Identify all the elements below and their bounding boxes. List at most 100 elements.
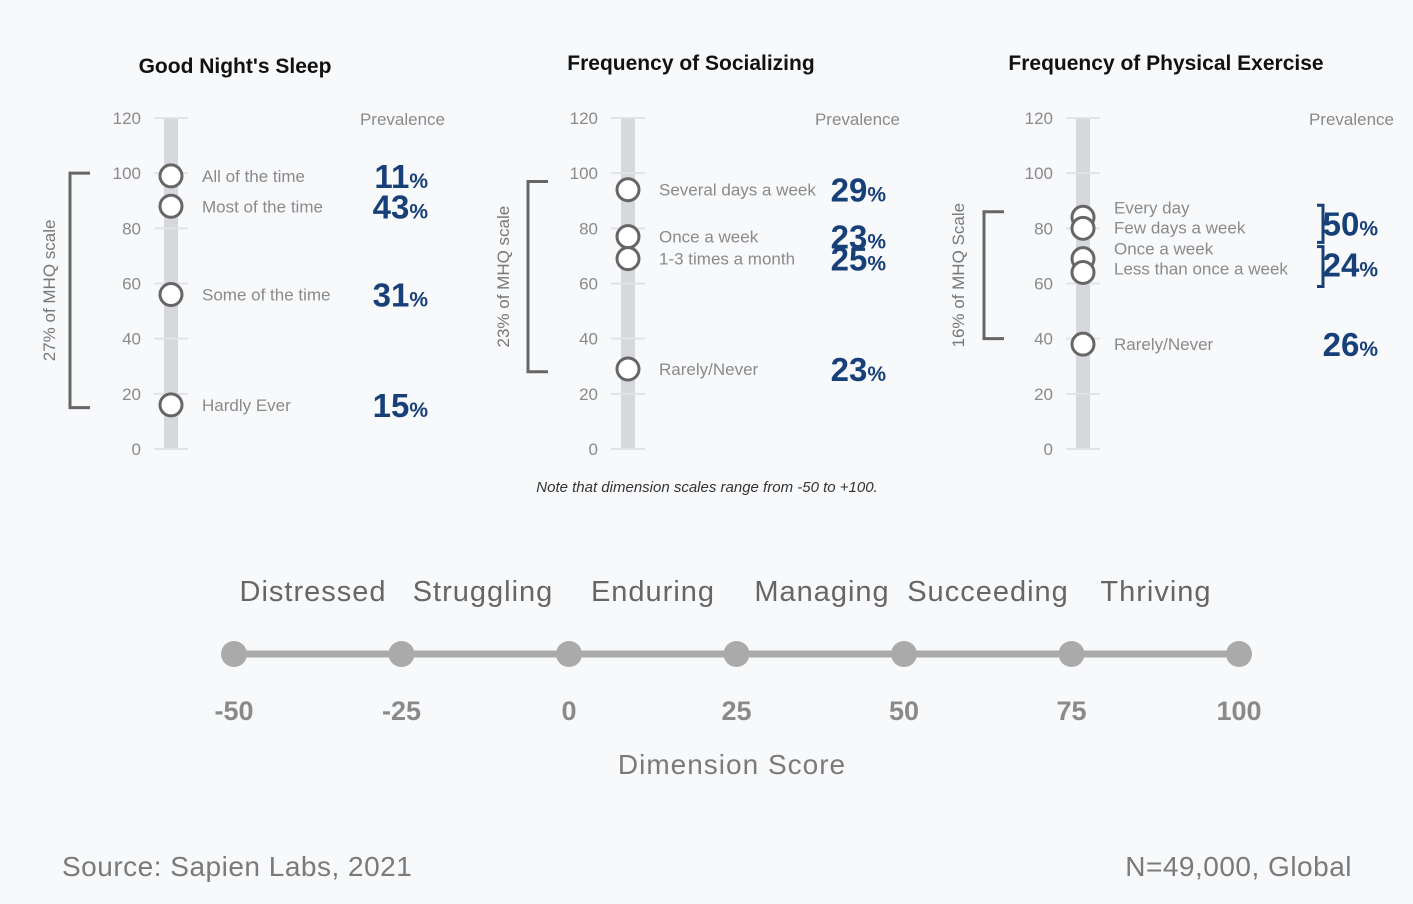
category-label: Succeeding bbox=[907, 576, 1069, 608]
data-point bbox=[158, 193, 184, 219]
option-label: Every day bbox=[1114, 198, 1190, 217]
tick-label: 60 bbox=[1034, 275, 1053, 294]
prevalence-value: 11% bbox=[374, 158, 428, 195]
data-point bbox=[615, 356, 641, 382]
data-point bbox=[615, 224, 641, 250]
scale-note: Note that dimension scales range from -5… bbox=[536, 479, 877, 496]
panel-title: Frequency of Physical Exercise bbox=[1008, 52, 1323, 75]
tick-label: 20 bbox=[122, 385, 141, 404]
prevalence-header: Prevalence bbox=[815, 110, 900, 129]
tick-label: 80 bbox=[122, 219, 141, 238]
mhq-bracket-label: 27% of MHQ scale bbox=[40, 220, 59, 362]
source-text: Source: Sapien Labs, 2021 bbox=[62, 851, 412, 882]
mhq-bracket bbox=[68, 171, 90, 410]
data-point bbox=[1070, 259, 1096, 285]
tick-label: 120 bbox=[570, 109, 598, 128]
mhq-bracket-label: 23% of MHQ scale bbox=[494, 206, 513, 348]
option-label: Several days a week bbox=[659, 181, 816, 200]
tick-label: 0 bbox=[589, 440, 598, 459]
category-label: Thriving bbox=[1100, 576, 1211, 608]
tick-label: 60 bbox=[122, 275, 141, 294]
tick-label: 40 bbox=[122, 330, 141, 349]
tick-label: 80 bbox=[1034, 219, 1053, 238]
scale-dot bbox=[556, 641, 582, 667]
category-label: Distressed bbox=[240, 576, 387, 608]
scale-dot bbox=[1226, 641, 1252, 667]
prevalence-value: 26% bbox=[1323, 326, 1379, 363]
chart-panels: Good Night's Sleep Prevalence 0 20 40 60 80 100… bbox=[40, 52, 1394, 459]
option-label: Hardly Ever bbox=[202, 396, 291, 415]
option-label: All of the time bbox=[202, 167, 305, 186]
score-label: -50 bbox=[214, 696, 253, 726]
data-point bbox=[158, 163, 184, 189]
data-point bbox=[615, 246, 641, 272]
tick-label: 120 bbox=[1025, 109, 1053, 128]
tick-label: 100 bbox=[570, 164, 598, 183]
score-label: 0 bbox=[561, 696, 576, 726]
score-label: 50 bbox=[889, 696, 919, 726]
tick-label: 120 bbox=[113, 109, 141, 128]
option-label: Few days a week bbox=[1114, 218, 1246, 237]
tick-label: 100 bbox=[1025, 164, 1053, 183]
data-point bbox=[1070, 331, 1096, 357]
tick-label: 0 bbox=[132, 440, 141, 459]
category-label: Struggling bbox=[413, 576, 554, 608]
panel-title: Frequency of Socializing bbox=[567, 52, 814, 75]
option-label: Some of the time bbox=[202, 286, 331, 305]
tick-label: 100 bbox=[113, 164, 141, 183]
prevalence-value: 23% bbox=[831, 351, 887, 388]
data-point bbox=[615, 177, 641, 203]
tick-label: 40 bbox=[1034, 330, 1053, 349]
option-label: Rarely/Never bbox=[659, 360, 759, 379]
data-point bbox=[1070, 215, 1096, 241]
score-label: 100 bbox=[1216, 696, 1261, 726]
tick-label: 40 bbox=[579, 330, 598, 349]
prevalence-header: Prevalence bbox=[360, 110, 445, 129]
prevalence-value: 15% bbox=[373, 387, 429, 424]
option-label: Rarely/Never bbox=[1114, 335, 1214, 354]
tick-label: 20 bbox=[579, 385, 598, 404]
prevalence-value: 50% bbox=[1323, 205, 1379, 242]
scale-dot bbox=[221, 641, 247, 667]
sample-size-text: N=49,000, Global bbox=[1125, 851, 1352, 882]
panel-1: Good Night's Sleep Prevalence 0 20 40 60 80 100… bbox=[40, 55, 445, 459]
option-label: Most of the time bbox=[202, 197, 323, 216]
panel-3: Frequency of Physical Exercise Prevalence… bbox=[949, 52, 1394, 459]
mhq-bracket bbox=[982, 210, 1004, 341]
scale-dot bbox=[1058, 641, 1085, 667]
score-label: -25 bbox=[382, 696, 421, 726]
data-point bbox=[158, 282, 184, 308]
group-bracket bbox=[1317, 203, 1325, 244]
score-label: 25 bbox=[721, 696, 751, 726]
scale-dot bbox=[388, 641, 415, 667]
mhq-bracket bbox=[526, 179, 548, 374]
data-point bbox=[158, 392, 184, 418]
category-label: Managing bbox=[754, 576, 889, 608]
scale-dot bbox=[723, 641, 750, 667]
tick-label: 60 bbox=[579, 275, 598, 294]
prevalence-value: 23% bbox=[831, 219, 887, 256]
prevalence-header: Prevalence bbox=[1309, 110, 1394, 129]
scale-dot bbox=[891, 641, 917, 667]
category-label: Enduring bbox=[591, 576, 715, 608]
score-label: 75 bbox=[1056, 696, 1086, 726]
option-label: Once a week bbox=[659, 228, 759, 247]
prevalence-value: 29% bbox=[831, 172, 887, 209]
prevalence-value: 43% bbox=[373, 188, 429, 225]
panel-title: Good Night's Sleep bbox=[139, 55, 332, 78]
panel-2: Frequency of Socializing Prevalence 0 20 40 6… bbox=[494, 52, 900, 459]
option-label: 1-3 times a month bbox=[659, 250, 795, 269]
tick-label: 80 bbox=[579, 219, 598, 238]
tick-label: 20 bbox=[1034, 385, 1053, 404]
prevalence-value: 24% bbox=[1323, 247, 1379, 284]
prevalence-value: 31% bbox=[373, 277, 429, 314]
dimension-score-title: Dimension Score bbox=[618, 749, 846, 780]
prevalence-value: 25% bbox=[831, 241, 887, 278]
dimension-scale: -50 -25 0 25 50 75 100 Distressed Struggling Endu… bbox=[214, 576, 1261, 726]
tick-label: 0 bbox=[1044, 440, 1053, 459]
group-bracket bbox=[1317, 245, 1325, 288]
option-label: Once a week bbox=[1114, 240, 1214, 259]
mhq-bracket-label: 16% of MHQ Scale bbox=[949, 203, 968, 348]
option-label: Less than once a week bbox=[1114, 260, 1288, 279]
